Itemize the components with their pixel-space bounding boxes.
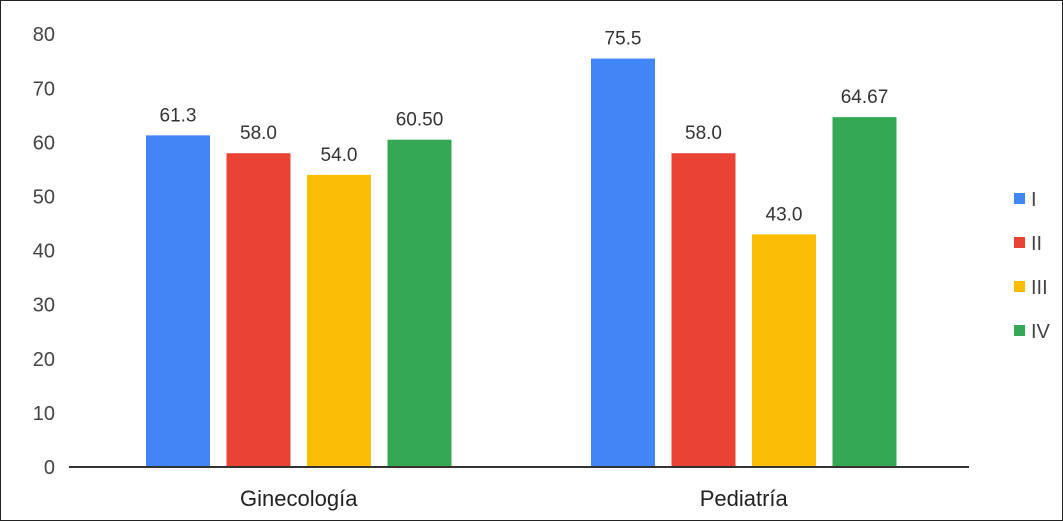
bar: [387, 139, 452, 467]
y-tick-label: 80: [33, 24, 55, 46]
data-label: 58.0: [685, 123, 722, 144]
legend-label: I: [1031, 189, 1037, 211]
data-label: 54.0: [321, 145, 358, 166]
bar: [146, 135, 210, 467]
bar: [307, 174, 371, 468]
bar: [832, 117, 897, 467]
legend-swatch: [1014, 237, 1025, 248]
y-tick-label: 20: [33, 349, 55, 371]
legend-swatch: [1014, 193, 1025, 204]
data-label: 64.67: [841, 87, 889, 108]
legend-label: III: [1031, 277, 1048, 299]
y-tick-label: 60: [33, 132, 55, 154]
legend-swatch: [1014, 281, 1025, 292]
bar: [752, 234, 816, 467]
y-tick-label: 10: [33, 403, 55, 425]
data-label: 61.3: [160, 105, 197, 126]
bar: [226, 153, 291, 467]
data-label: 75.5: [605, 29, 642, 50]
y-tick-label: 40: [33, 241, 55, 263]
y-tick-label: 30: [33, 295, 55, 317]
data-label: 60.50: [396, 110, 444, 131]
legend-label: II: [1031, 233, 1042, 255]
legend-label: IV: [1031, 321, 1051, 343]
bar: [671, 153, 736, 467]
y-tick-label: 50: [33, 187, 55, 209]
y-tick-label: 70: [33, 78, 55, 100]
data-label: 58.0: [240, 123, 277, 144]
data-label: 43.0: [766, 204, 803, 225]
bar: [591, 58, 655, 468]
legend-swatch: [1014, 325, 1025, 336]
y-tick-label: 0: [44, 457, 55, 479]
category-label: Ginecología: [240, 486, 358, 511]
category-label: Pediatría: [700, 486, 789, 511]
